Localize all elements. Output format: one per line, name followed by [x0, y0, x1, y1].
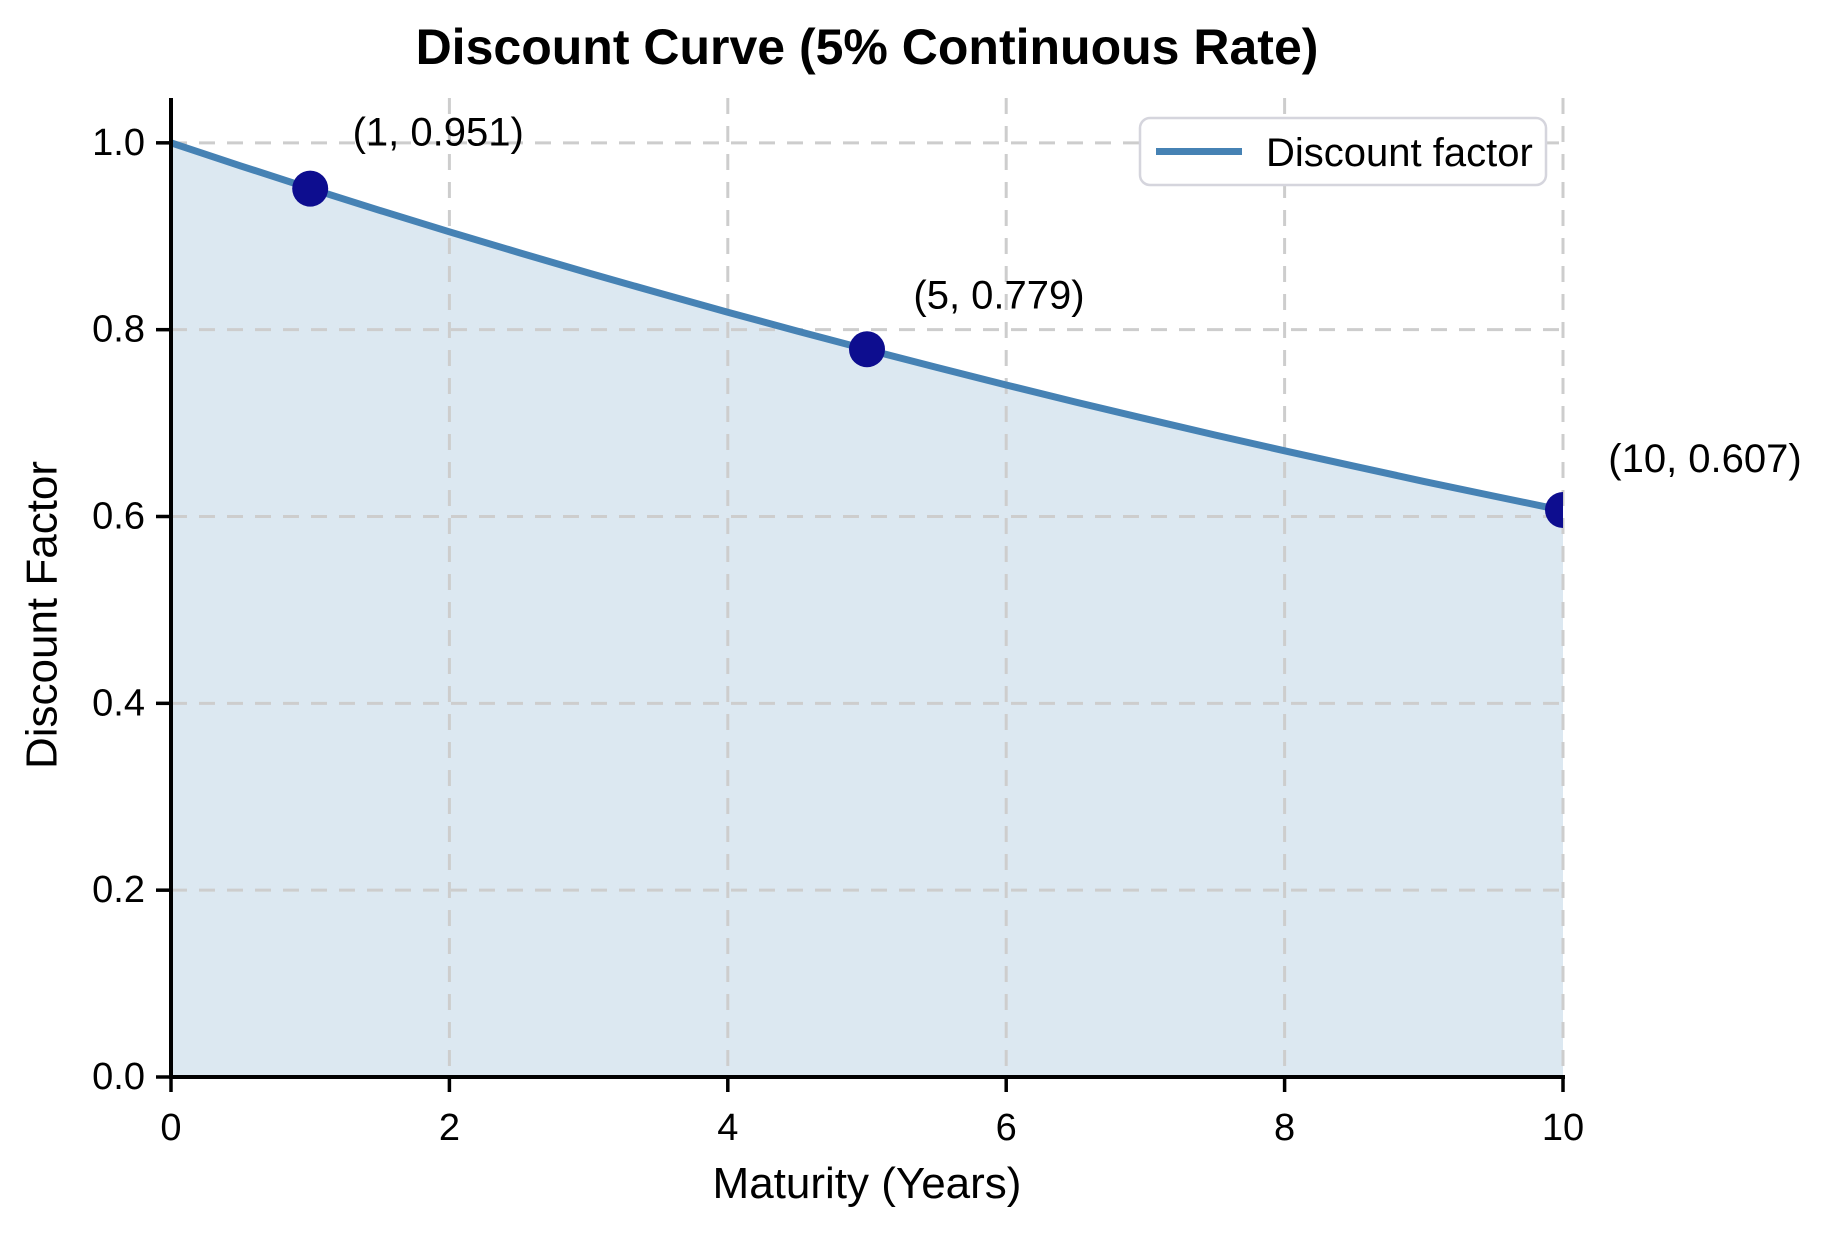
- y-axis-label: Discount Factor: [18, 461, 67, 769]
- y-tick-label-0.2: 0.2: [92, 869, 145, 911]
- chart-title: Discount Curve (5% Continuous Rate): [416, 19, 1319, 75]
- legend-box: [1138, 116, 1548, 187]
- legend: Discount factor: [1138, 116, 1548, 187]
- x-tick-label-4: 4: [717, 1107, 738, 1149]
- y-tick-label-0.4: 0.4: [92, 682, 145, 724]
- x-axis-label: Maturity (Years): [713, 1159, 1022, 1208]
- point-annotation-0: (1, 0.951): [353, 111, 524, 155]
- area-fill: [171, 142, 1563, 1077]
- point-annotation-1: (5, 0.779): [913, 273, 1084, 317]
- x-tick-label-6: 6: [996, 1107, 1017, 1149]
- plot-area: [171, 142, 1563, 1077]
- x-tick-label-0: 0: [160, 1107, 181, 1149]
- x-tick-label-2: 2: [439, 1107, 460, 1149]
- y-tick-label-1: 1.0: [92, 122, 145, 164]
- x-tick-label-8: 8: [1274, 1107, 1295, 1149]
- y-tick-label-0: 0.0: [92, 1056, 145, 1098]
- x-tick-label-10: 10: [1542, 1107, 1584, 1149]
- y-tick-label-0.6: 0.6: [92, 496, 145, 538]
- data-point-marker-2: [1545, 492, 1563, 528]
- axes-spines: [169, 98, 1565, 1079]
- tick-marks: [156, 141, 1565, 1092]
- point-annotation-2: (10, 0.607): [1608, 437, 1801, 481]
- data-point-marker-0: [292, 170, 329, 207]
- y-tick-label-0.8: 0.8: [92, 309, 145, 351]
- data-point-markers: [292, 170, 1563, 528]
- data-point-marker-1: [849, 331, 885, 368]
- legend-label: Discount factor: [1266, 131, 1533, 175]
